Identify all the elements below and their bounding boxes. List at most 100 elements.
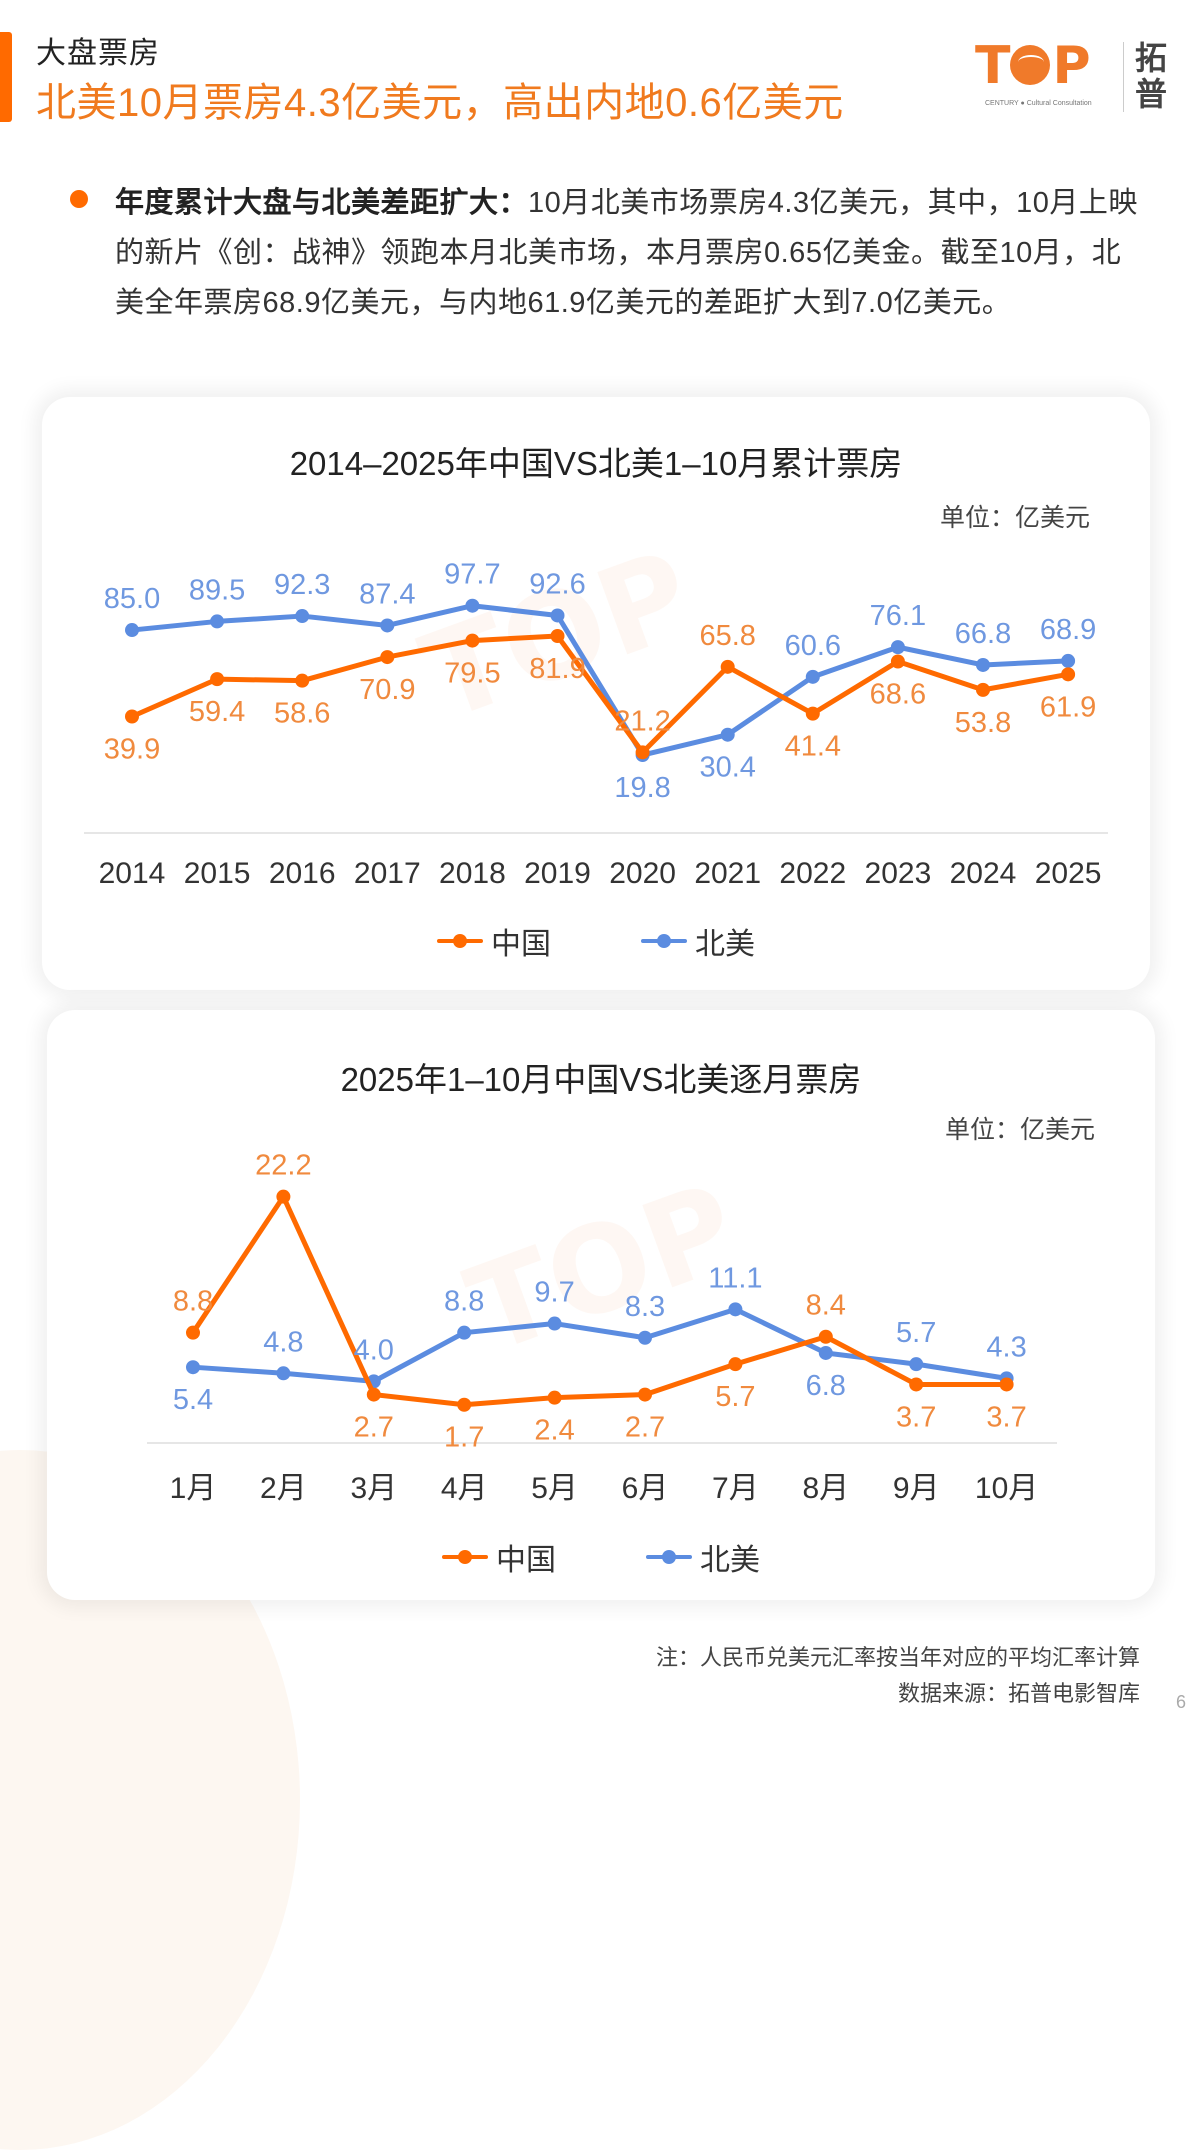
- data-point: [210, 672, 225, 687]
- data-point: [909, 1377, 924, 1392]
- data-label: 2.4: [534, 1415, 574, 1447]
- data-point: [818, 1329, 833, 1344]
- line-chart-cumulative: 2014 2015 2016 2017 2018 2019 2020 2021 2022 2023…: [84, 559, 1108, 890]
- data-label: 22.2: [255, 1150, 311, 1182]
- logo-divider: [1123, 42, 1124, 112]
- x-tick-label: 2019: [524, 857, 591, 890]
- data-label: 58.6: [274, 698, 330, 730]
- data-point: [720, 659, 735, 674]
- data-point: [295, 609, 310, 624]
- logo-chinese-name: 拓普: [1134, 40, 1167, 112]
- summary-paragraph: 年度累计大盘与北美差距扩大：10月北美市场票房4.3亿美元，其中，10月上映的新…: [115, 178, 1145, 328]
- x-tick-label: 7月: [712, 1472, 759, 1505]
- data-label: 19.8: [614, 772, 670, 804]
- data-point: [547, 1390, 562, 1405]
- series-line-china: [190, 1194, 1007, 1408]
- x-tick-label: 10月: [975, 1472, 1038, 1505]
- x-tick-label: 5月: [531, 1472, 578, 1505]
- data-label: 4.8: [263, 1326, 303, 1358]
- data-point: [728, 1302, 743, 1317]
- data-point: [805, 706, 820, 721]
- data-point: [186, 1325, 200, 1340]
- exchange-rate-note: 注：人民币兑美元汇率按当年对应的平均汇率计算: [655, 1645, 1140, 1670]
- x-tick-label: 2024: [950, 857, 1017, 890]
- x-tick-label: 2016: [269, 857, 336, 890]
- data-point: [380, 618, 395, 633]
- x-tick-label: 2014: [99, 857, 166, 890]
- data-point: [638, 1330, 652, 1345]
- x-tick-label: 6月: [622, 1472, 669, 1505]
- data-label: 11.1: [708, 1262, 762, 1294]
- data-point: [728, 1357, 743, 1372]
- data-point: [1061, 653, 1076, 668]
- series-line-china: [130, 633, 1069, 755]
- data-label: 60.6: [785, 630, 841, 662]
- data-label: 5.7: [896, 1317, 936, 1349]
- data-label: 8.8: [444, 1286, 484, 1318]
- bullet-dot-icon: [70, 190, 88, 208]
- legend-line-icon: [641, 934, 687, 948]
- x-tick-label: 2017: [354, 857, 421, 890]
- section-kicker: 大盘票房: [36, 37, 160, 70]
- chart-title: 2025年1–10月中国VS北美逐月票房: [340, 1061, 862, 1098]
- data-label: 81.9: [529, 653, 585, 685]
- data-point: [465, 598, 480, 613]
- data-point: [1061, 667, 1076, 682]
- legend-item-north-america: 北美: [646, 1535, 760, 1579]
- data-point: [805, 669, 820, 684]
- summary-body: 10月北美市场票房4.3亿美元，其中，10月上映的新片《创：战神》领跑本月北美市…: [115, 187, 1138, 319]
- data-source: 数据来源：拓普电影智库: [897, 1681, 1140, 1706]
- data-point: [909, 1357, 924, 1372]
- legend-line-icon: [442, 1550, 488, 1564]
- page-number: 6: [1175, 1692, 1186, 1712]
- data-point: [999, 1377, 1014, 1392]
- logo-mascot-icon: [1010, 45, 1051, 85]
- data-label: 59.4: [189, 696, 245, 728]
- data-point: [976, 657, 990, 672]
- x-tick-label: 8月: [802, 1472, 849, 1505]
- data-label: 8.3: [625, 1291, 665, 1323]
- x-tick-label: 2021: [694, 857, 761, 890]
- page-title: 北美10月票房4.3亿美元，高出内地0.6亿美元: [36, 81, 844, 125]
- data-point: [276, 1366, 291, 1381]
- data-label: 89.5: [189, 574, 245, 606]
- data-label: 21.2: [614, 705, 670, 737]
- series-line-north_america: [192, 1306, 1007, 1384]
- data-label: 39.9: [104, 734, 160, 766]
- data-label: 68.6: [870, 678, 926, 710]
- header-accent-bar: [0, 32, 12, 122]
- data-point: [457, 1325, 472, 1340]
- data-point: [635, 745, 650, 760]
- data-label: 8.4: [806, 1290, 846, 1322]
- x-tick-label: 9月: [893, 1472, 940, 1505]
- data-point: [890, 640, 905, 655]
- data-point: [125, 709, 139, 724]
- data-point: [186, 1360, 200, 1375]
- x-tick-label: 2023: [865, 857, 932, 890]
- data-point: [125, 623, 139, 638]
- data-label: 4.3: [986, 1331, 1026, 1363]
- data-label: 79.5: [444, 658, 500, 690]
- x-tick-label: 2月: [260, 1472, 307, 1505]
- data-point: [457, 1397, 472, 1412]
- chart-legend: 中国 北美: [47, 1535, 1155, 1579]
- chart-card-monthly: TOP 2025年1–10月中国VS北美逐月票房 单位：亿美元 1月 2月 3月 4月…: [47, 1010, 1155, 1600]
- x-tick-label: 2020: [609, 857, 676, 890]
- data-point: [976, 682, 990, 697]
- x-tick-label: 1月: [170, 1472, 217, 1505]
- x-tick-label: 4月: [441, 1472, 488, 1505]
- data-label: 9.7: [534, 1277, 574, 1309]
- data-label: 68.9: [1040, 614, 1096, 646]
- chart-card-cumulative: TOP 2014–2025年中国VS北美1–10月累计票房 单位：亿美元 201…: [42, 397, 1150, 990]
- data-point: [210, 614, 225, 629]
- data-label: 97.7: [444, 559, 500, 591]
- data-label: 2.7: [625, 1412, 665, 1444]
- unit-label: 单位：亿美元: [944, 1116, 1095, 1144]
- chart-legend: 中国 北美: [42, 919, 1150, 963]
- data-label: 5.7: [715, 1381, 755, 1413]
- data-point: [465, 633, 480, 648]
- data-label: 76.1: [870, 600, 926, 632]
- data-point: [550, 628, 565, 643]
